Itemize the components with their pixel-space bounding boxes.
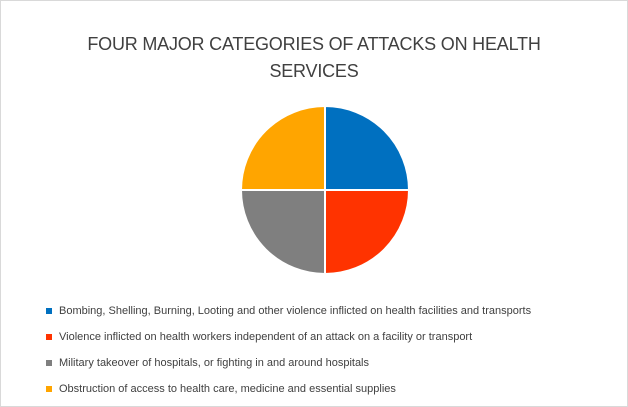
slice-violence-workers: [324, 189, 411, 276]
legend-label: Obstruction of access to health care, me…: [59, 383, 396, 395]
legend-item-violence-workers: Violence inflicted on health workers ind…: [46, 324, 616, 350]
legend-label: Violence inflicted on health workers ind…: [59, 331, 473, 343]
legend-label: Bombing, Shelling, Burning, Looting and …: [59, 305, 532, 317]
chart-title: FOUR MAJOR CATEGORIES OF ATTACKS ON HEAL…: [87, 34, 541, 81]
slice-military-takeover: [239, 189, 326, 276]
legend-item-military-takeover: Military takeover of hospitals, or fight…: [46, 350, 616, 376]
legend-swatch: [46, 334, 52, 340]
legend-swatch: [46, 308, 52, 314]
legend: Bombing, Shelling, Burning, Looting and …: [46, 298, 616, 402]
legend-swatch: [46, 360, 52, 366]
legend-swatch: [46, 386, 52, 392]
legend-label: Military takeover of hospitals, or fight…: [59, 357, 370, 369]
slice-obstruction: [239, 104, 326, 191]
slice-bombing: [324, 104, 411, 191]
legend-item-bombing: Bombing, Shelling, Burning, Looting and …: [46, 298, 616, 324]
legend-item-obstruction: Obstruction of access to health care, me…: [46, 376, 616, 402]
